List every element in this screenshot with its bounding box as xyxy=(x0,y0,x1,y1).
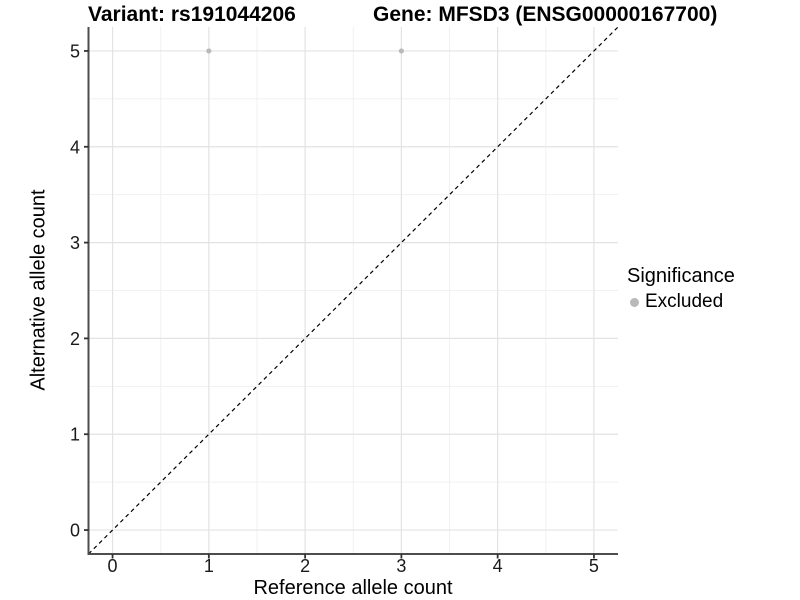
plot-title-variant: Variant: rs191044206 xyxy=(88,3,296,26)
y-tick-label: 4 xyxy=(70,137,80,157)
x-tick-label: 2 xyxy=(300,556,310,576)
data-point xyxy=(398,48,404,54)
legend-item-label: Excluded xyxy=(645,291,724,312)
y-tick-label: 5 xyxy=(70,41,80,61)
legend-marker-excluded-icon xyxy=(630,297,639,307)
x-tick-label: 4 xyxy=(493,556,503,576)
y-tick-label: 1 xyxy=(70,425,80,445)
legend-item-excluded: Excluded xyxy=(627,291,735,313)
x-tick-label: 3 xyxy=(396,556,406,576)
x-axis-title: Reference allele count xyxy=(253,577,453,599)
legend-title: Significance xyxy=(627,265,735,287)
x-tick-label: 0 xyxy=(108,556,118,576)
identity-dashed-line xyxy=(88,26,619,555)
legend: Significance Excluded xyxy=(627,264,735,313)
x-tick-label: 5 xyxy=(589,556,599,576)
plot-title-gene: Gene: MFSD3 (ENSG00000167700) xyxy=(373,3,718,26)
data-point xyxy=(206,48,212,54)
y-tick-label: 2 xyxy=(70,329,80,349)
y-tick-label: 0 xyxy=(70,521,80,541)
y-axis-title: Alternative allele count xyxy=(27,189,50,391)
x-tick-label: 1 xyxy=(204,556,214,576)
y-tick-label: 3 xyxy=(70,233,80,253)
